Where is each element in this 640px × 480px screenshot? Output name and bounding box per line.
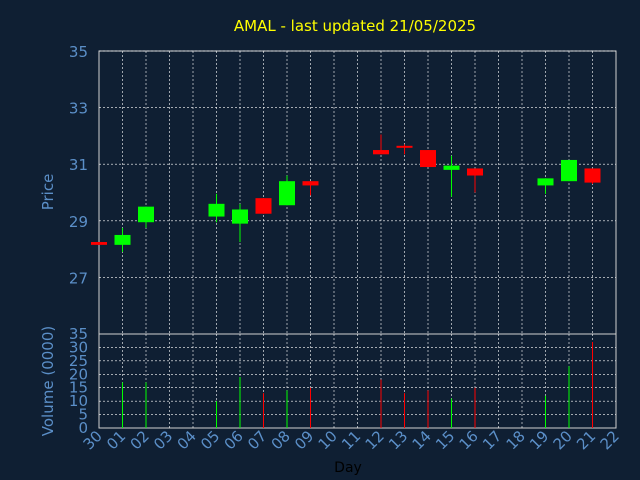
volume-panel [98, 333, 617, 429]
price-tick-label: 33 [69, 100, 88, 118]
candle-body [279, 181, 295, 206]
price-tick-label: 31 [69, 156, 88, 174]
x-tick-label: 08 [268, 427, 294, 453]
x-tick-label: 16 [456, 427, 482, 453]
x-tick-label: 05 [197, 427, 223, 453]
x-tick-label: 11 [338, 427, 364, 453]
x-tick-label: 14 [409, 427, 435, 453]
chart-title: AMAL - last updated 21/05/2025 [234, 17, 476, 35]
x-tick-label: 09 [291, 427, 317, 453]
x-tick-label: 12 [362, 427, 388, 453]
price-tick-labels: 27 29 31 33 35 [69, 43, 88, 287]
volume-tick-label: 15 [69, 379, 88, 397]
x-tick-label: 06 [221, 427, 247, 453]
candle-body [232, 209, 248, 224]
volume-tick-label: 35 [69, 325, 88, 343]
candlesticks [91, 134, 601, 252]
volume-tick-label: 25 [69, 352, 88, 370]
x-tick-label: 17 [479, 427, 505, 453]
candle-body [420, 150, 436, 168]
x-tick-label: 22 [597, 427, 623, 453]
x-tick-label: 20 [550, 427, 576, 453]
volume-tick-label: 30 [69, 338, 88, 356]
volume-tick-label: 5 [78, 406, 88, 424]
x-axis-label: Day [334, 460, 362, 476]
candle-body [584, 168, 601, 183]
x-tick-label: 13 [385, 427, 411, 453]
candle-body [114, 234, 131, 245]
price-tick-label: 27 [69, 269, 88, 287]
x-tick-label: 19 [526, 427, 552, 453]
candle-body [443, 165, 460, 170]
price-axis-label: Price [39, 174, 57, 211]
candle-body [138, 206, 154, 223]
candle-body [537, 178, 554, 186]
x-tick-label: 03 [150, 427, 176, 453]
x-tick-labels: 3001020304050607080910111213141516171819… [80, 427, 623, 453]
x-tick-label: 21 [573, 427, 599, 453]
x-tick-label: 01 [103, 427, 129, 453]
candle-body [396, 145, 413, 148]
candle-body [373, 150, 389, 155]
candle-body [561, 159, 577, 182]
grid-lines [99, 50, 616, 428]
x-tick-label: 04 [174, 427, 200, 453]
candle-body [208, 203, 225, 217]
candle-body [255, 198, 272, 214]
volume-bars [122, 342, 593, 428]
candle-body [467, 168, 483, 176]
x-tick-label: 18 [503, 427, 529, 453]
candle-body [91, 242, 107, 245]
x-tick-label: 10 [315, 427, 341, 453]
x-tick-label: 02 [127, 427, 153, 453]
volume-axis-label: Volume (0000) [39, 326, 57, 436]
price-tick-label: 35 [69, 43, 88, 61]
volume-tick-label: 20 [69, 365, 88, 383]
x-tick-label: 15 [432, 427, 458, 453]
volume-tick-label: 10 [69, 392, 88, 410]
price-tick-label: 29 [69, 213, 88, 231]
volume-tick-label: 0 [78, 419, 88, 437]
x-tick-label: 07 [244, 427, 270, 453]
candle-body [302, 181, 319, 186]
